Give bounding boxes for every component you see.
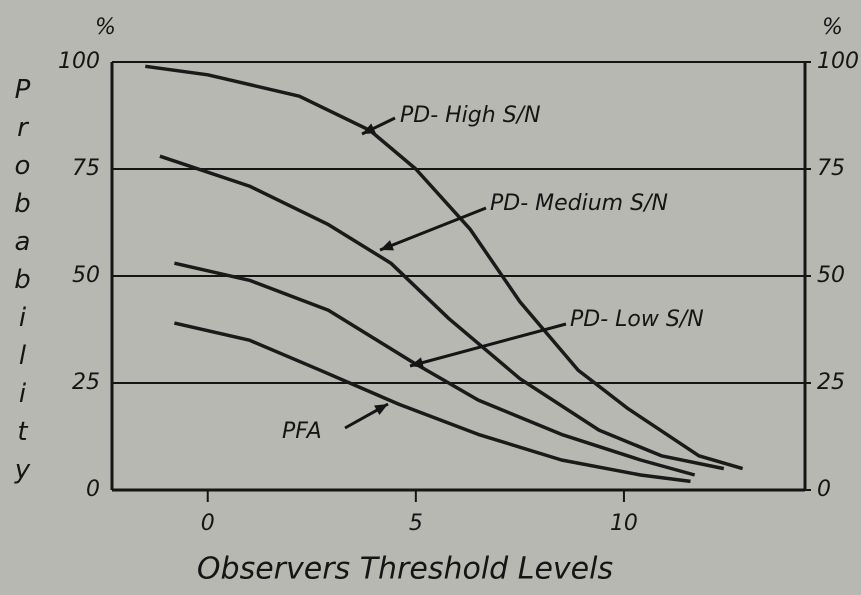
y2-tick-label: 75	[817, 156, 845, 181]
chart: % % Observers Threshold Levels Probabili…	[0, 0, 861, 595]
y-axis-label: Probability	[8, 75, 38, 493]
y2-tick-label: 0	[817, 477, 831, 502]
x-axis-label: Observers Threshold Levels	[197, 552, 613, 587]
y-tick-label: 25	[72, 370, 100, 395]
y-tick-label: 0	[86, 477, 100, 502]
y-tick-label: 100	[58, 49, 100, 74]
series-label: PD- Medium S/N	[490, 191, 668, 216]
y2-tick-label: 50	[817, 263, 845, 288]
x-tick-label: 10	[610, 511, 638, 536]
y-tick-label: 50	[72, 263, 100, 288]
y2-tick-label: 25	[817, 370, 845, 395]
y2-tick-label: 100	[817, 49, 859, 74]
x-tick-label: 0	[201, 511, 215, 536]
x-tick-label: 5	[409, 511, 423, 536]
series-label: PD- High S/N	[400, 103, 541, 128]
background	[0, 0, 861, 595]
page: % % Observers Threshold Levels Probabili…	[0, 0, 861, 595]
y-unit: %	[95, 15, 116, 40]
series-label: PD- Low S/N	[570, 307, 704, 332]
y2-unit: %	[822, 15, 843, 40]
series-label: PFA	[282, 419, 322, 444]
y-tick-label: 75	[72, 156, 100, 181]
